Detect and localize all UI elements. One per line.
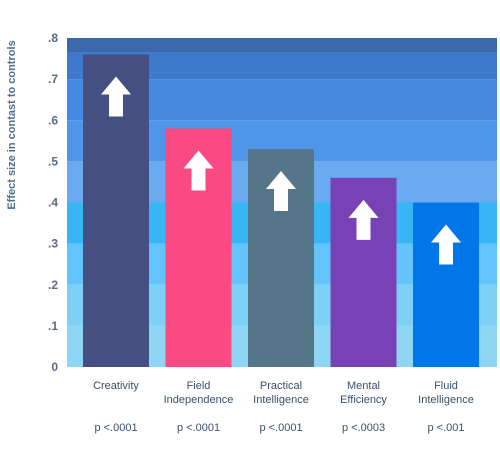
y-tick-label: .8 — [48, 31, 58, 45]
x-category-label-mental-efficiency: Mental Efficiency — [340, 380, 387, 406]
p-value-label: p <.0001 — [94, 422, 137, 434]
x-category-label-fluid-intelligence: Fluid Intelligence — [418, 380, 474, 406]
y-tick-label: .3 — [48, 237, 58, 251]
p-value-label: p <.0001 — [177, 422, 220, 434]
y-axis-label: Effect size in contast to controls — [6, 40, 18, 209]
y-tick-label: .4 — [48, 196, 58, 210]
y-tick-label: .5 — [48, 154, 58, 168]
up-arrow-icon — [101, 76, 131, 117]
p-value-label: p <.001 — [427, 422, 464, 434]
up-arrow-icon — [183, 150, 214, 191]
y-tick-label: .2 — [48, 278, 58, 292]
x-category-label-creativity: Creativity — [93, 380, 139, 392]
up-arrow-icon — [348, 199, 379, 240]
y-tick-label: .1 — [48, 319, 58, 333]
background-band-top — [67, 38, 497, 52]
x-category-label-field-independence: Field Independence — [164, 380, 234, 406]
p-value-labels: p <.0001 p <.0001 p <.0001 p <.0003 p <.001 — [94, 422, 464, 434]
up-arrow-icon — [431, 224, 461, 265]
p-value-label: p <.0001 — [259, 422, 302, 434]
y-axis-ticks: 0 .1 .2 .3 .4 .5 .6 .7 .8 — [48, 31, 58, 374]
x-axis-categories: Creativity Field Independence Practical Inte… — [93, 380, 474, 406]
p-value-label: p <.0003 — [342, 422, 385, 434]
y-tick-label: .6 — [48, 113, 58, 127]
up-arrow-icon — [266, 171, 296, 212]
y-tick-label: .7 — [48, 72, 58, 86]
arrow-icons — [101, 76, 461, 265]
x-category-label-practical-intelligence: Practical Intelligence — [253, 380, 309, 406]
y-tick-label: 0 — [51, 360, 58, 374]
